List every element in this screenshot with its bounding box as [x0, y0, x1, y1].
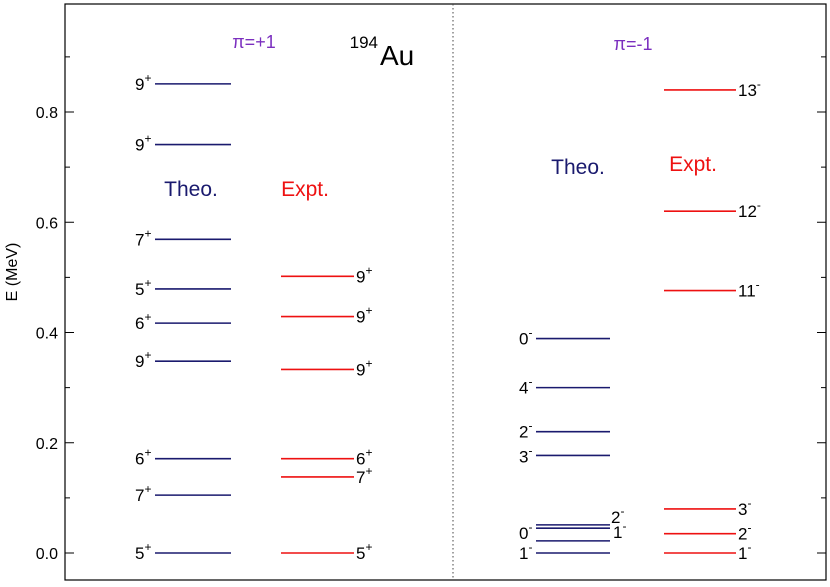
y-tick-label: 0.2 [36, 436, 58, 453]
theo-spin-label: 6+ [135, 310, 151, 333]
theo-spin-label: 5+ [135, 276, 151, 299]
theo-label-negative: Theo. [551, 156, 605, 179]
expt-label-negative: Expt. [669, 153, 717, 176]
plot-frame [64, 3, 827, 581]
theo-spin-label: 9+ [135, 132, 151, 155]
expt-spin-label: 9+ [356, 304, 372, 327]
expt-spin-label: 9+ [356, 263, 372, 286]
expt-spin-label: 11- [738, 278, 760, 301]
y-axis-ticks: 0.0 0.2 0.4 0.6 0.8 [36, 56, 826, 563]
y-tick-label: 0.6 [36, 215, 58, 232]
energy-levels: 5+7+6+9+6+5+7+9+9+5+7+6+9+9+9+1-0- 1-2-3-… [135, 71, 761, 563]
y-tick-label: 0.4 [36, 326, 58, 343]
expt-spin-label: 9+ [356, 356, 372, 379]
theo-spin-label: 2- [519, 419, 532, 442]
expt-spin-label: 3- [738, 496, 751, 519]
y-tick-label: 0.0 [36, 546, 58, 563]
theo-spin-label: 1- [519, 540, 532, 563]
expt-spin-label: 5+ [356, 540, 372, 563]
theo-spin-label: 0- [519, 326, 532, 349]
nucleus-mass-number: 194 [350, 33, 378, 52]
theo-spin-label: 7+ [135, 226, 151, 249]
theo-spin-label: 9+ [135, 348, 151, 371]
expt-spin-label: 12- [738, 198, 761, 221]
annotations: 194 Au π=+1 π=-1 Theo. Expt. Theo. Expt. [164, 32, 717, 201]
nucleus-symbol: Au [380, 40, 414, 71]
y-axis-label: E (MeV) [4, 243, 21, 302]
theo-spin-label: 4- [519, 375, 532, 398]
theo-label-positive: Theo. [164, 178, 218, 201]
theo-spin-label: 6+ [135, 446, 151, 469]
expt-spin-label: 13- [738, 77, 761, 100]
expt-label-positive: Expt. [281, 178, 329, 201]
parity-label-negative: π=-1 [614, 34, 653, 54]
theo-spin-label: 3- [519, 443, 532, 466]
parity-label-positive: π=+1 [232, 32, 275, 52]
plot-border [64, 3, 827, 581]
y-tick-label: 0.8 [36, 105, 58, 122]
theo-spin-label: 7+ [135, 482, 151, 505]
theo-spin-label: 9+ [135, 71, 151, 94]
theo-spin-label: 5+ [135, 540, 151, 563]
